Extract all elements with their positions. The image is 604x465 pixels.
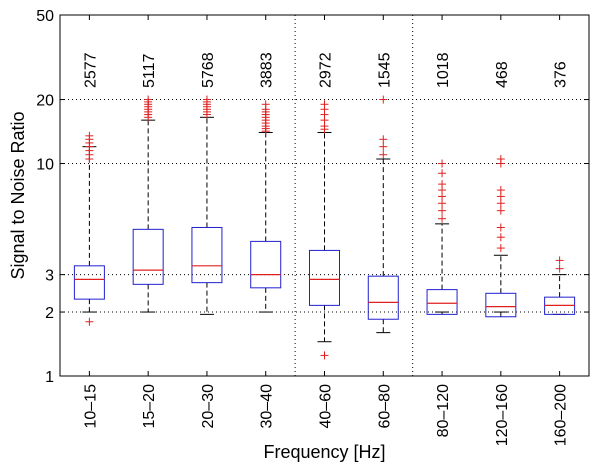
iqr-box [191,226,223,284]
sample-count-label: 2972 [318,52,335,88]
outlier-marker [496,244,505,253]
outlier-marker [438,199,447,208]
outlier-marker [379,142,388,151]
outlier-marker [438,214,447,223]
outlier-marker [438,159,447,168]
x-axis-label: Frequency [Hz] [263,442,385,462]
sample-count-label: 468 [494,61,511,88]
y-tick-label: 3 [45,268,54,285]
outlier-marker [144,95,153,104]
outlier-marker [438,180,447,189]
outlier-marker [202,95,211,104]
y-tick-label: 10 [36,157,54,174]
outlier-marker [379,150,388,159]
outlier-marker [85,317,94,326]
outlier-marker [379,95,388,104]
iqr-box [250,240,282,289]
x-tick-label: 10–15 [82,384,99,429]
y-tick-label: 20 [36,93,54,110]
box-group [191,95,223,315]
x-tick-label: 80–120 [435,384,452,437]
box-group [426,159,458,315]
outlier-marker [320,100,329,109]
sample-count-label: 2577 [82,52,99,88]
x-tick-label: 120–160 [494,384,511,446]
outlier-marker [496,199,505,208]
iqr-box [132,228,164,285]
x-tick-label: 15–20 [141,384,158,429]
x-tick-label: 160–200 [553,384,570,446]
outlier-marker [496,155,505,164]
sample-count-label: 376 [553,61,570,88]
sample-count-label: 5768 [200,52,217,88]
sample-count-label: 1018 [435,52,452,88]
x-tick-label: 60–80 [376,384,393,429]
group-separators [294,15,414,376]
y-axis-ticks: 1 2 3 10 20 50 [36,8,589,386]
outlier-marker [555,256,564,265]
y-tick-label: 2 [45,305,54,322]
x-tick-label: 20–30 [200,384,217,429]
outlier-marker [379,135,388,144]
outlier-marker [320,351,329,360]
outlier-marker [85,131,94,140]
box-group [73,131,105,326]
sample-count-label: 3883 [259,52,276,88]
iqr-box [73,265,105,300]
outlier-marker [555,264,564,273]
outlier-marker [496,233,505,242]
box-group [309,100,340,360]
box-group [132,95,164,313]
outlier-marker [496,223,505,232]
sample-count-label: 5117 [141,53,158,88]
box-group [544,256,576,315]
y-tick-label: 50 [36,8,54,25]
x-tick-label: 30–40 [259,384,276,429]
box-group [485,155,517,318]
outlier-marker [496,206,505,215]
boxes-layer [73,95,576,360]
x-tick-label: 40–60 [318,384,335,429]
x-axis-ticks: 10–15 15–20 20–30 30–40 40–60 60–80 80–120 120–… [82,15,570,446]
y-axis-label: Signal to Noise Ratio [8,111,28,279]
outlier-marker [438,206,447,215]
count-labels: 2577 5117 5768 3883 2972 1545 1018 468 376 [82,52,569,88]
iqr-box [485,292,517,318]
sample-count-label: 1545 [376,52,393,88]
y-tick-label: 1 [45,369,54,386]
outlier-marker [438,169,447,178]
box-group [367,95,399,334]
iqr-box [309,249,340,306]
outlier-marker [496,186,505,195]
iqr-box [367,275,399,320]
box-group [250,100,282,313]
iqr-box [426,289,458,315]
outlier-marker [261,100,270,109]
